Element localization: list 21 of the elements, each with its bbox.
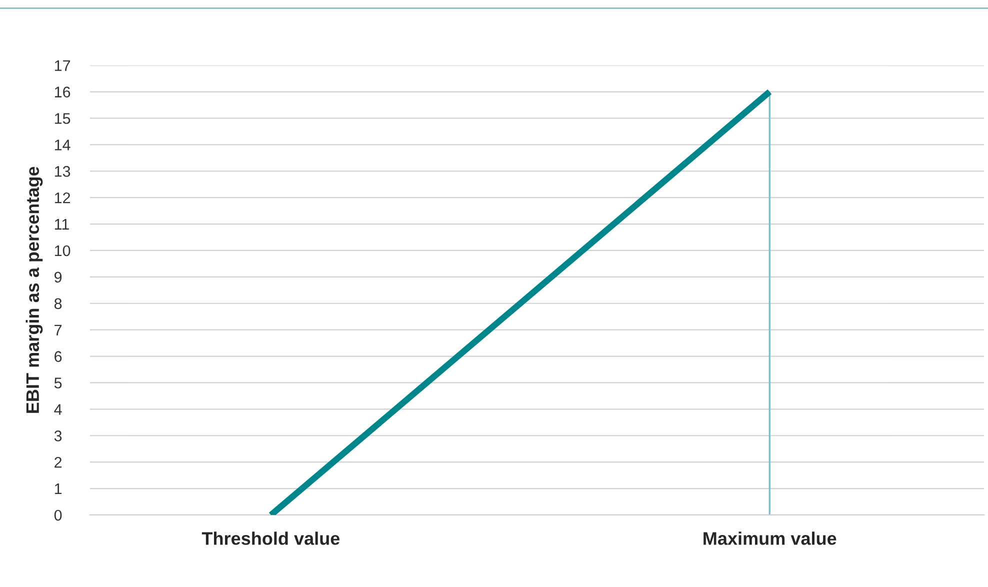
- y-axis-title: EBIT margin as a percentage: [26, 166, 43, 413]
- y-tick-label: 7: [54, 324, 62, 336]
- y-tick-label: 3: [54, 430, 62, 442]
- y-tick-label: 12: [54, 192, 70, 204]
- y-tick-label: 4: [54, 404, 62, 415]
- y-tick-label: 1: [54, 484, 62, 494]
- y-tick-label: 10: [54, 245, 70, 256]
- y-tick-label: 13: [54, 166, 70, 177]
- y-tick-label: 9: [54, 272, 62, 283]
- y-tick-label: 17: [54, 60, 70, 71]
- y-tick-label: 14: [54, 140, 70, 150]
- y-tick-label: 15: [54, 113, 70, 124]
- y-tick-label: 16: [54, 86, 70, 98]
- y-tick-label: 2: [54, 456, 62, 468]
- y-tick-label: 6: [54, 351, 62, 362]
- y-tick-label: 5: [54, 378, 62, 388]
- x-tick-label: Maximum value: [704, 532, 836, 545]
- y-tick-label: 0: [54, 510, 62, 521]
- y-tick-label: 8: [54, 298, 62, 310]
- y-tick-label: 11: [54, 219, 69, 230]
- x-tick-label: Threshold value: [202, 532, 340, 545]
